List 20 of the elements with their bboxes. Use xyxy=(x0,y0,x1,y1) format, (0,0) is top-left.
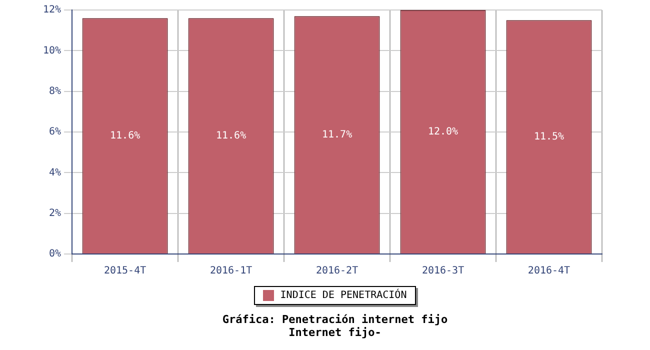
data-label: 11.5% xyxy=(534,131,564,142)
data-label: 11.7% xyxy=(322,129,352,140)
data-label: 12.0% xyxy=(428,126,458,138)
x-tick-label: 2016-2T xyxy=(316,266,358,277)
text: Internet fijo- xyxy=(288,326,382,339)
data-label: 11.6% xyxy=(216,130,246,142)
x-tick-label: 2016-1T xyxy=(210,266,252,277)
y-tick-label: 0% xyxy=(49,248,62,260)
y-tick-label: 2% xyxy=(49,208,62,219)
x-tick-label: 2016-4T xyxy=(528,266,570,277)
text: Gráfica: Penetración internet fijo xyxy=(221,313,449,326)
data-label: 11.6% xyxy=(110,130,140,142)
y-tick-label: 8% xyxy=(49,86,62,97)
legend-label: INDICE DE PENETRACIÓN xyxy=(280,290,407,301)
y-tick-label: 10% xyxy=(43,45,62,56)
x-tick-label: 2015-4T xyxy=(104,266,146,277)
y-tick-label: 4% xyxy=(49,167,62,178)
x-tick-label: 2016-3T xyxy=(422,266,464,277)
y-tick-label: 6% xyxy=(49,126,62,138)
y-tick-label: 12% xyxy=(43,4,62,16)
